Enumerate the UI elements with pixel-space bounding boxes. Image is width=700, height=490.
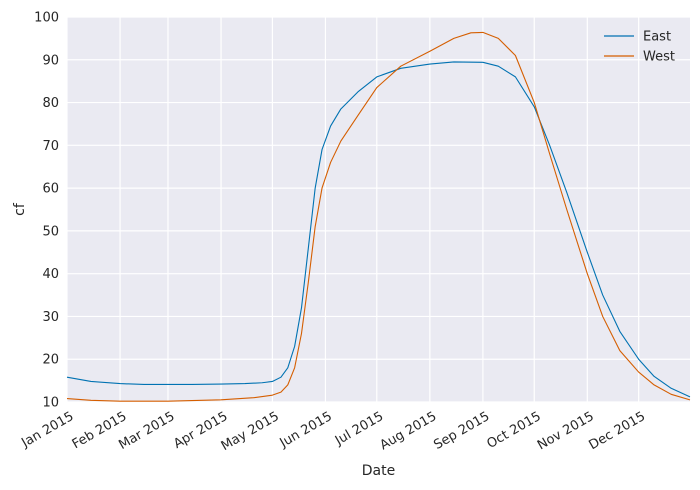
series-line-west bbox=[66, 31, 691, 402]
legend-label-west: West bbox=[643, 50, 675, 65]
y-tick-label: 90 bbox=[42, 53, 59, 68]
y-tick-label: 80 bbox=[42, 96, 59, 111]
series-line-east bbox=[66, 61, 691, 398]
x-tick-label: Dec 2015 bbox=[587, 409, 649, 453]
y-tick-label: 60 bbox=[42, 182, 59, 197]
y-tick-label: 10 bbox=[42, 396, 59, 411]
y-tick-label: 50 bbox=[42, 224, 59, 239]
x-tick-label: Jun 2015 bbox=[277, 409, 335, 451]
x-tick-label: Aug 2015 bbox=[378, 409, 440, 453]
x-tick-label: Jan 2015 bbox=[18, 409, 76, 451]
x-tick-label: Oct 2015 bbox=[484, 409, 543, 452]
x-tick-label: Sep 2015 bbox=[431, 409, 492, 453]
plot-background bbox=[67, 17, 690, 402]
x-axis-label: Date bbox=[362, 463, 395, 479]
y-tick-label: 100 bbox=[34, 11, 59, 26]
legend: East West bbox=[604, 30, 675, 65]
grid-lines bbox=[66, 16, 690, 403]
y-tick-label: 40 bbox=[42, 267, 59, 282]
y-axis-label: cf bbox=[12, 202, 28, 216]
x-tick-label: Nov 2015 bbox=[535, 409, 597, 453]
y-tick-label: 30 bbox=[42, 310, 59, 325]
x-tick-label: May 2015 bbox=[219, 409, 282, 454]
y-tick-label: 70 bbox=[42, 139, 59, 154]
series-lines bbox=[66, 31, 691, 402]
legend-label-east: East bbox=[643, 30, 671, 45]
y-tick-label: 20 bbox=[42, 353, 59, 368]
